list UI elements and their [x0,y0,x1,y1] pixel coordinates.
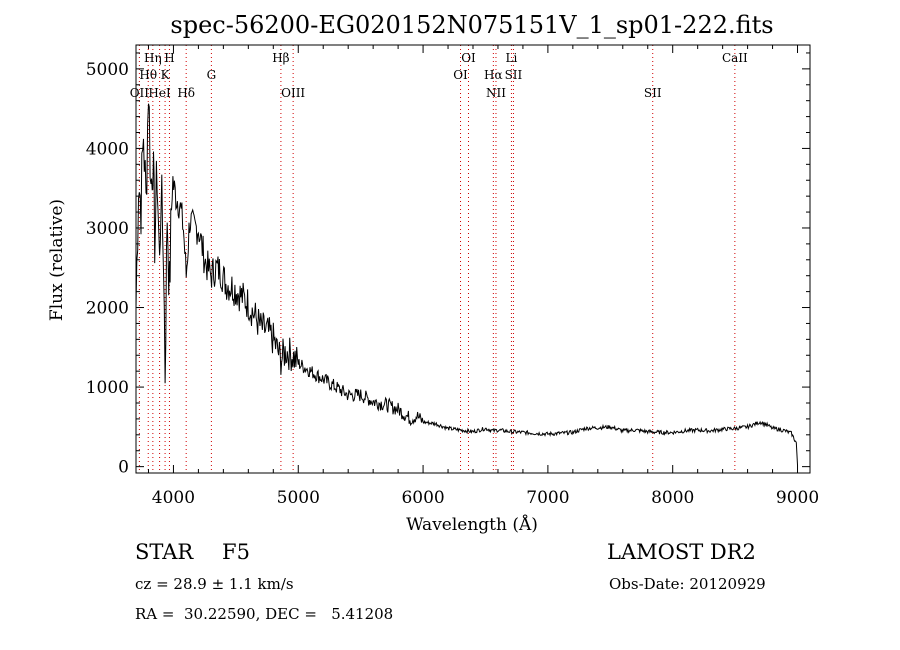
line-label: SII [505,68,523,82]
line-label: NII [486,86,506,100]
line-label: Hδ [177,86,195,100]
line-label: G [207,68,217,82]
y-tick-label: 4000 [86,139,129,159]
spectral-line-markers [138,45,736,473]
line-label: Hη [144,51,162,65]
y-tick-label: 3000 [86,219,129,239]
line-label: HeI [148,86,171,100]
observation-date: Obs-Date: 20120929 [609,575,766,593]
x-tick-label: 6000 [401,488,444,508]
y-tick-label: 5000 [86,60,129,80]
x-axis-label: Wavelength (Å) [406,514,538,535]
line-label: OII [130,86,150,100]
x-tick-label: 5000 [277,488,320,508]
y-tick-label: 2000 [86,299,129,319]
object-subclass: F5 [222,540,250,564]
x-tick-label: 4000 [152,488,195,508]
y-tick-label: 1000 [86,378,129,398]
x-tick-label: 7000 [526,488,569,508]
y-axis-label: Flux (relative) [47,199,67,321]
spectrum-line [135,103,798,466]
y-tick-label: 0 [118,458,129,478]
redshift-cz: cz = 28.9 ± 1.1 km/s [135,575,294,593]
object-class: STAR [135,540,194,564]
plot-frame [135,44,811,474]
line-label: Hθ [139,68,157,82]
line-label: OI [461,51,476,65]
x-tick-label: 9000 [776,488,819,508]
x-tick-label: 8000 [651,488,694,508]
x-axis: 4000 5000 6000 7000 8000 9000 [147,45,819,508]
survey-name: LAMOST DR2 [607,540,756,564]
chart-title: spec-56200-EG020152N075151V_1_sp01-222.f… [170,11,773,39]
line-label: Li [506,51,518,65]
coordinates: RA = 30.22590, DEC = 5.41208 [135,605,394,623]
line-label: Hα [484,68,503,82]
line-label: CaII [722,51,748,65]
y-axis: 0 1000 2000 3000 4000 5000 [86,52,810,478]
line-label: H [164,51,174,65]
line-label: SII [644,86,662,100]
line-label: K [161,68,171,82]
line-label: OIII [281,86,305,100]
line-label: Hβ [272,51,289,65]
line-label: OI [453,68,468,82]
spectral-line-labels: Hη H Hθ K OII HeI Hδ G Hβ OIII OI OI Hα NII Li SII SII Ca… [130,51,748,100]
